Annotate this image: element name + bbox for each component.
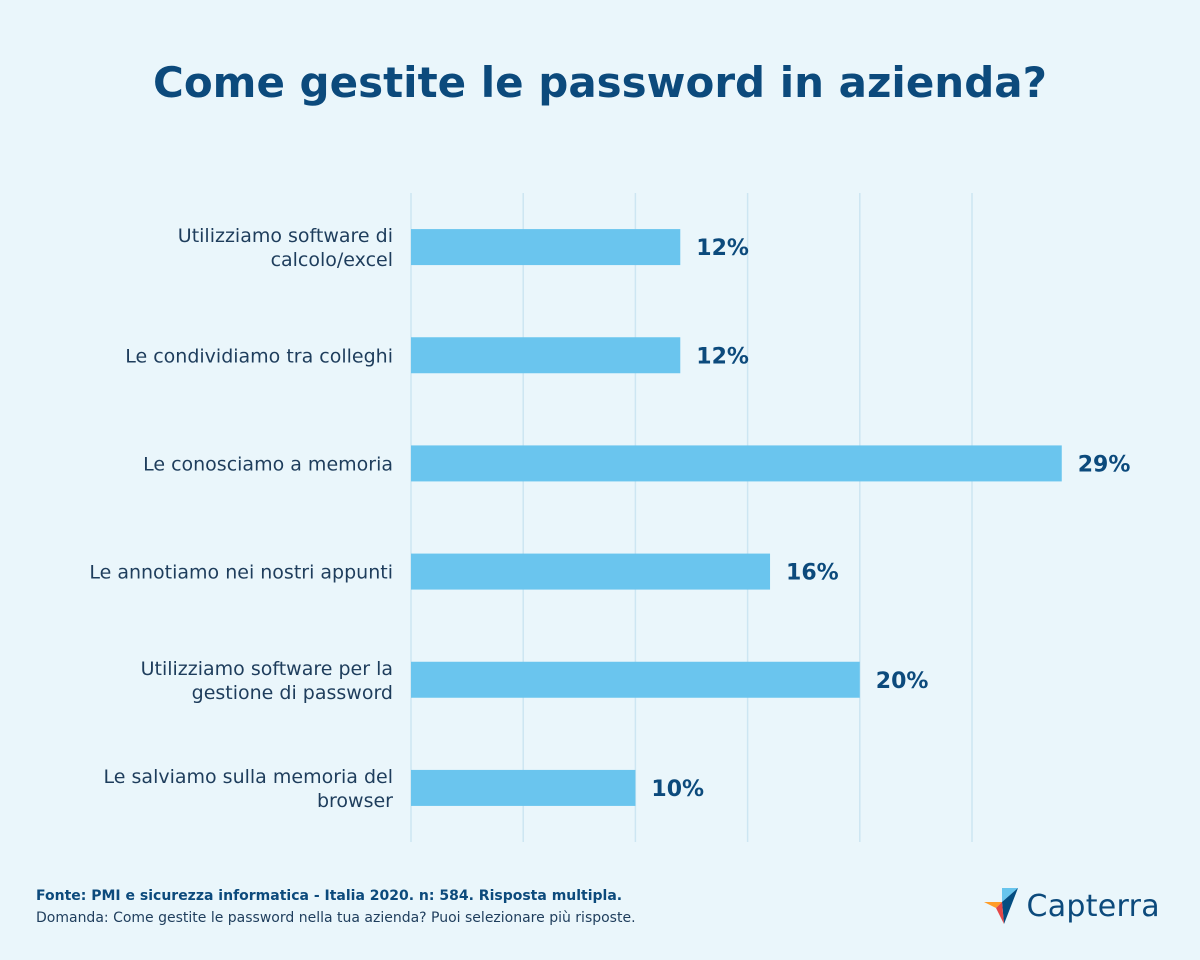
bar — [411, 769, 636, 806]
category-label: Le salviamo sulla memoria del browser — [104, 766, 394, 812]
footer-source: Fonte: PMI e sicurezza informatica - Ita… — [36, 888, 623, 904]
category-label: Utilizziamo software di calcolo/excel — [178, 225, 393, 271]
bar — [411, 553, 771, 590]
chart-title: Come gestite le password in azienda? — [153, 58, 1047, 107]
bar — [411, 229, 681, 266]
capterra-brand: Capterra — [982, 886, 1160, 926]
category-label: Le conosciamo a memoria — [143, 453, 393, 475]
footer-question: Domanda: Come gestite le password nella … — [36, 910, 636, 926]
category-label: Utilizziamo software per la gestione di p… — [141, 658, 393, 704]
capterra-logo-icon — [984, 888, 1019, 924]
bar — [411, 661, 860, 698]
value-label: 29% — [1078, 452, 1131, 477]
bar — [411, 445, 1062, 482]
category-label: Le annotiamo nei nostri appunti — [89, 562, 393, 584]
value-label: 10% — [651, 777, 704, 802]
bar-chart: 12% Utilizziamo software di calcolo/excel 1… — [89, 193, 1131, 842]
value-label: 20% — [876, 669, 929, 694]
value-label: 16% — [786, 561, 839, 586]
category-label: Le condividiamo tra colleghi — [125, 345, 393, 367]
value-label: 12% — [696, 344, 749, 369]
value-label: 12% — [696, 236, 749, 261]
brand-name: Capterra — [1026, 888, 1160, 924]
bar — [411, 337, 681, 374]
